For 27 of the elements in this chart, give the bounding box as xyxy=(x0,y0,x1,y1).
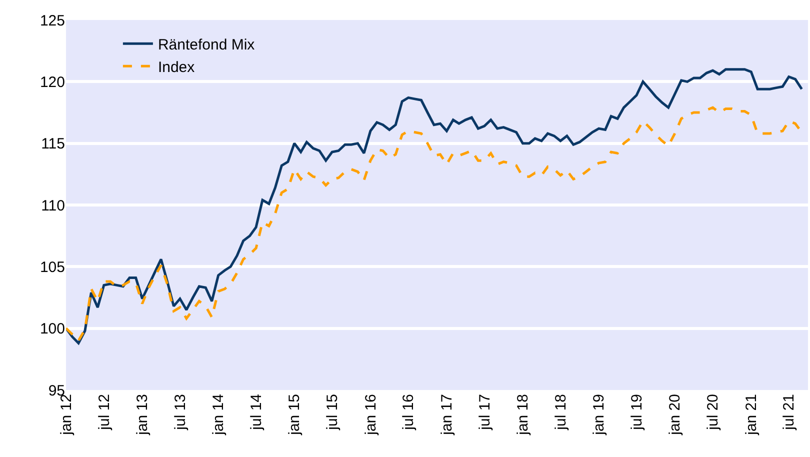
y-tick-label: 100 xyxy=(40,320,65,338)
y-tick-label: 120 xyxy=(40,74,65,91)
x-tick-label: jan 13 xyxy=(134,394,152,436)
x-tick-label: jul 19 xyxy=(628,394,646,431)
x-tick-label: jul 15 xyxy=(324,394,341,431)
x-tick-label: jan 14 xyxy=(210,394,228,436)
x-tick-label: jul 21 xyxy=(780,394,798,431)
legend-label: Räntefond Mix xyxy=(158,36,256,54)
x-tick-label: jul 13 xyxy=(172,394,189,431)
y-tick-label: 110 xyxy=(41,197,65,214)
y-tick-label: 125 xyxy=(40,12,65,30)
x-tick-label: jan 19 xyxy=(590,394,608,436)
x-tick-label: jan 15 xyxy=(286,394,304,436)
x-tick-label: jul 20 xyxy=(704,394,722,431)
x-tick-label: jan 21 xyxy=(742,394,760,436)
x-tick-label: jan 18 xyxy=(514,394,532,436)
x-tick-label: jan 16 xyxy=(362,394,380,436)
y-tick-label: 105 xyxy=(40,258,65,276)
x-tick-label: jul 14 xyxy=(248,394,265,431)
x-tick-label: jul 17 xyxy=(476,394,494,431)
x-tick-label: jan 17 xyxy=(438,394,456,436)
x-tick-label: jul 16 xyxy=(400,394,418,431)
y-tick-label: 115 xyxy=(41,136,65,153)
x-tick-label: jan 20 xyxy=(666,394,684,436)
x-tick-label: jul 18 xyxy=(552,394,570,431)
legend-label: Index xyxy=(158,59,196,76)
x-tick-label: jul 12 xyxy=(96,394,113,431)
